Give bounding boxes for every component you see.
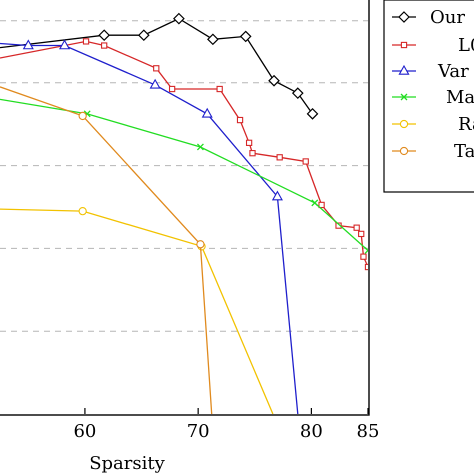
data-point — [98, 29, 111, 42]
data-point — [364, 247, 368, 254]
data-point — [153, 65, 160, 72]
x-tick-label: 70 — [187, 421, 210, 442]
data-point — [249, 150, 256, 157]
data-point — [291, 87, 304, 99]
data-point — [168, 85, 176, 93]
legend-item-l0: L0 — [392, 35, 474, 56]
legend-marker — [400, 93, 408, 101]
data-point — [360, 253, 367, 260]
series-group — [0, 12, 368, 414]
data-point — [59, 39, 71, 50]
series-our — [0, 12, 319, 120]
data-point — [318, 201, 325, 209]
plot-frame — [0, 0, 370, 416]
legend-label: L0 — [458, 35, 474, 56]
x-tick-label: 80 — [300, 421, 323, 442]
legend-item-random: Ra — [392, 114, 474, 135]
data-point — [201, 107, 213, 118]
data-point — [207, 33, 219, 46]
x-axis: 60 70 80 85 — [73, 408, 379, 442]
data-point — [306, 108, 319, 120]
data-point — [358, 230, 365, 238]
data-point — [236, 116, 244, 124]
data-point — [276, 154, 283, 161]
legend-marker — [398, 11, 410, 23]
data-point — [216, 85, 223, 93]
series-magnitude — [0, 98, 368, 254]
data-point — [239, 30, 252, 43]
data-point — [149, 78, 161, 89]
data-point — [82, 38, 90, 45]
data-point — [101, 42, 108, 49]
data-point — [353, 224, 360, 231]
series-line — [0, 98, 368, 251]
series-line — [0, 208, 274, 414]
data-point — [78, 206, 87, 216]
data-point — [173, 12, 185, 25]
legend-label: Ma — [446, 87, 474, 108]
legend-box — [383, 0, 474, 193]
legend-item-our: Our — [392, 7, 465, 28]
x-tick-label: 85 — [357, 421, 380, 442]
data-point — [268, 74, 280, 87]
legend-marker — [399, 146, 409, 156]
data-point — [271, 190, 283, 201]
data-point — [311, 199, 319, 207]
data-point — [78, 111, 87, 121]
legend-label: Our — [430, 7, 465, 28]
data-point — [22, 39, 34, 50]
series-taylor — [0, 86, 213, 414]
legend-item-taylor: Ta — [392, 141, 474, 162]
legend-label: Ra — [458, 114, 474, 135]
legend: Our L0 Var Ma Ra Ta — [383, 0, 474, 193]
data-point — [137, 29, 150, 42]
legend-marker — [400, 41, 408, 49]
data-point — [245, 139, 253, 146]
series-l0 — [0, 38, 368, 271]
data-point — [364, 263, 368, 271]
legend-label: Ta — [454, 141, 474, 162]
data-point — [196, 240, 205, 249]
legend-label: Var — [437, 61, 469, 82]
data-point — [196, 143, 204, 151]
legend-item-magnitude: Ma — [392, 87, 474, 108]
series-random — [0, 206, 274, 414]
legend-marker — [398, 64, 410, 75]
grid-lines — [0, 20, 368, 332]
series-line — [0, 86, 213, 414]
data-point — [302, 158, 309, 165]
series-line — [0, 40, 368, 268]
x-axis-title: Sparsity — [89, 453, 165, 474]
legend-marker — [399, 119, 409, 129]
x-tick-label: 60 — [73, 421, 96, 442]
series-variational — [0, 39, 299, 414]
series-line — [0, 42, 299, 414]
legend-item-variational: Var — [392, 61, 469, 82]
